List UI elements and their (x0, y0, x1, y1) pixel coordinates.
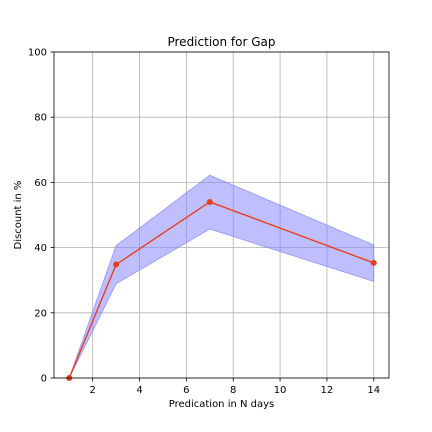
data-point (371, 260, 377, 266)
y-tick-label: 100 (28, 48, 47, 59)
y-tick-label: 40 (34, 243, 47, 254)
x-axis: 2 4 6 8 10 12 14 (89, 378, 380, 396)
x-axis-label: Predication in N days (169, 399, 275, 410)
y-axis: 0 20 40 60 80 100 (28, 48, 54, 385)
x-tick-label: 12 (321, 385, 334, 396)
x-tick-label: 2 (89, 385, 95, 396)
y-tick-label: 0 (41, 374, 47, 385)
chart-title: Prediction for Gap (167, 35, 275, 49)
x-tick-label: 8 (230, 385, 236, 396)
x-tick-label: 10 (274, 385, 287, 396)
y-axis-label: Discount in % (13, 181, 24, 250)
x-tick-label: 6 (183, 385, 189, 396)
y-tick-label: 20 (34, 308, 47, 319)
x-tick-label: 4 (136, 385, 142, 396)
y-tick-label: 80 (34, 113, 47, 124)
y-tick-label: 60 (34, 178, 47, 189)
x-tick-label: 14 (367, 385, 380, 396)
data-point (113, 262, 119, 268)
data-point (207, 199, 213, 205)
